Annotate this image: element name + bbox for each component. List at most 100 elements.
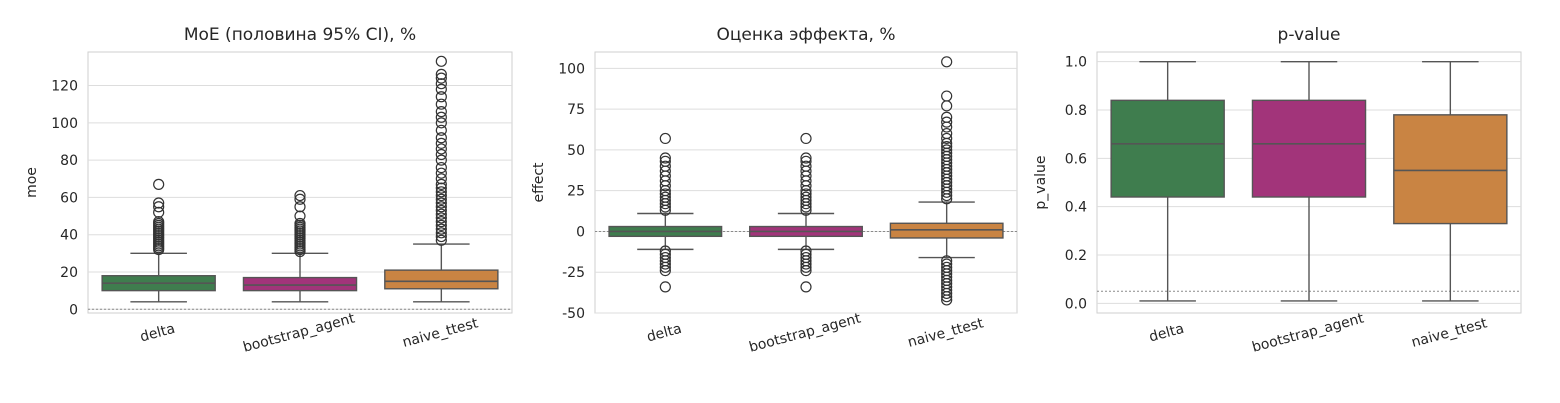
outlier-point xyxy=(800,248,812,260)
outlier-point xyxy=(800,188,812,200)
outlier-point xyxy=(435,182,447,194)
chart-panel-2: -50 -25 0 25 50 75 100 delta bootstrap_agent naiv… xyxy=(531,25,1018,356)
outlier-point xyxy=(435,193,447,205)
outlier-point xyxy=(800,251,812,264)
x-tick-label: delta xyxy=(645,321,683,346)
y-tick-label: 0 xyxy=(69,302,78,318)
outlier-point xyxy=(435,227,447,239)
x-tick-label: naive_ttest xyxy=(1410,315,1490,351)
y-tick-label: 60 xyxy=(60,190,78,206)
outlier-point xyxy=(800,152,812,164)
outlier-point xyxy=(435,148,447,161)
outlier-point xyxy=(435,230,447,243)
x-tick-label: bootstrap_agent xyxy=(241,310,357,355)
outlier-point xyxy=(659,155,671,167)
y-tick-label: 1.0 xyxy=(1065,55,1087,71)
outlier-point xyxy=(435,143,447,155)
outlier-point xyxy=(153,206,165,218)
outlier-point xyxy=(153,178,165,190)
outlier-point xyxy=(435,98,447,110)
outlier-point xyxy=(435,173,447,185)
outlier-point xyxy=(153,201,165,213)
chart-panel-1: 0 20 40 60 80 100 120 delta bootstrap_agent naive… xyxy=(24,25,513,356)
outlier-point xyxy=(941,56,953,68)
iqr-box xyxy=(1110,99,1225,198)
iqr-box xyxy=(384,269,499,290)
y-tick-label: 50 xyxy=(567,143,585,159)
chart-title: p-value xyxy=(1278,25,1341,45)
outlier-point xyxy=(435,83,447,95)
y-tick-label: 25 xyxy=(567,184,585,200)
chart-panel-3: 0.0 0.2 0.4 0.6 0.8 1.0 delta bootstrap_agent na… xyxy=(1033,25,1522,356)
outlier-point xyxy=(941,132,953,145)
x-tick-label: naive_ttest xyxy=(401,315,481,351)
y-tick-label: 80 xyxy=(60,153,78,169)
outlier-point xyxy=(435,132,447,144)
box-bootstrap_agent xyxy=(749,132,863,293)
x-tick-label: bootstrap_agent xyxy=(747,310,863,355)
outlier-point xyxy=(800,160,812,172)
outlier-point xyxy=(659,152,671,164)
outlier-point xyxy=(941,144,953,156)
outlier-point xyxy=(941,258,953,270)
y-tick-label: 120 xyxy=(51,79,78,95)
outlier-point xyxy=(435,201,447,213)
outlier-point xyxy=(659,188,671,200)
outlier-point xyxy=(800,155,812,167)
outlier-point xyxy=(435,216,447,228)
iqr-box xyxy=(242,276,358,292)
outlier-point xyxy=(435,154,447,166)
x-tick-label: bootstrap_agent xyxy=(1250,310,1366,355)
outlier-point xyxy=(294,193,306,205)
iqr-box xyxy=(1393,114,1508,225)
outlier-point xyxy=(435,106,447,118)
box-naive_ttest xyxy=(384,55,499,303)
y-tick-label: -50 xyxy=(562,306,585,322)
outlier-point xyxy=(435,137,447,149)
y-tick-label: 100 xyxy=(51,116,78,132)
box-bootstrap_agent xyxy=(1251,60,1367,302)
outlier-point xyxy=(435,124,447,136)
box-delta xyxy=(608,132,723,293)
plot-area xyxy=(594,51,1018,314)
outlier-point xyxy=(435,117,447,129)
y-tick-label: 100 xyxy=(558,61,585,77)
y-tick-label: 0.6 xyxy=(1065,151,1087,167)
y-tick-label: -25 xyxy=(562,265,585,281)
outlier-point xyxy=(435,55,447,67)
outlier-point xyxy=(435,78,447,90)
outlier-point xyxy=(659,248,671,260)
outlier-point xyxy=(659,245,671,257)
outlier-point xyxy=(435,91,447,103)
outlier-point xyxy=(153,197,165,209)
outlier-point xyxy=(435,212,447,224)
y-axis-label: effect xyxy=(531,162,547,203)
outlier-point xyxy=(435,219,447,231)
y-tick-label: 40 xyxy=(60,228,78,244)
outlier-point xyxy=(659,251,671,264)
y-axis-label: p_value xyxy=(1033,155,1049,209)
outlier-point xyxy=(435,234,447,246)
outlier-point xyxy=(941,141,953,153)
outlier-point xyxy=(435,68,447,80)
outlier-point xyxy=(435,72,447,84)
y-tick-label: 0.2 xyxy=(1065,248,1087,264)
outlier-point xyxy=(435,178,447,190)
y-axis-label: moe xyxy=(24,167,40,198)
outlier-point xyxy=(435,186,447,198)
outlier-point xyxy=(800,245,812,257)
box-naive_ttest xyxy=(889,56,1004,306)
outlier-point xyxy=(294,217,306,230)
box-naive_ttest xyxy=(1393,60,1508,302)
iqr-box xyxy=(889,222,1004,239)
box-bootstrap_agent xyxy=(242,189,358,303)
outlier-point xyxy=(659,281,671,293)
outlier-point xyxy=(659,160,671,172)
outlier-point xyxy=(435,223,447,235)
outlier-point xyxy=(941,116,953,128)
outlier-point xyxy=(800,191,812,203)
outlier-point xyxy=(941,111,953,123)
y-tick-label: 75 xyxy=(567,102,585,118)
outlier-point xyxy=(941,255,953,267)
